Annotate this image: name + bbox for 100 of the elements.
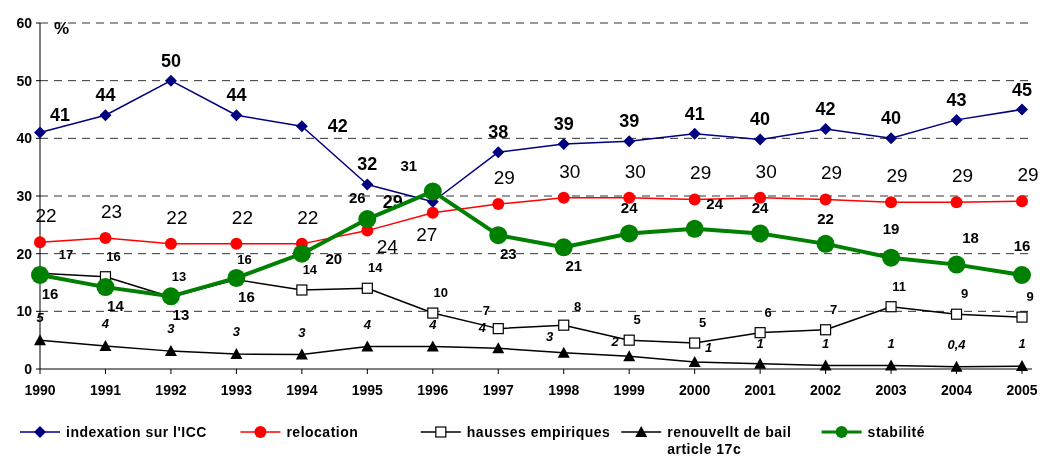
data-label: 23 bbox=[499, 245, 517, 263]
data-label: 30 bbox=[624, 160, 646, 182]
data-label: 10 bbox=[433, 285, 449, 301]
x-tick-label: 2001 bbox=[744, 382, 776, 398]
point bbox=[623, 334, 635, 346]
point bbox=[882, 248, 901, 267]
data-label: 41 bbox=[684, 103, 705, 124]
x-tick-label: 2002 bbox=[810, 382, 842, 398]
point bbox=[492, 342, 505, 354]
y-tick-label: 40 bbox=[16, 130, 33, 147]
point bbox=[623, 350, 636, 362]
data-label: 44 bbox=[95, 85, 116, 106]
point bbox=[685, 219, 704, 238]
point bbox=[816, 234, 835, 253]
data-label: 5 bbox=[699, 315, 707, 331]
y-tick-label: 20 bbox=[16, 245, 33, 262]
x-tick-label: 2000 bbox=[679, 382, 711, 398]
point bbox=[623, 191, 636, 204]
x-tick-label: 1990 bbox=[24, 382, 56, 398]
data-label: 29 bbox=[821, 162, 843, 184]
legend-label: indexation sur l'ICC bbox=[66, 423, 207, 440]
point bbox=[492, 146, 505, 159]
data-label: 1 bbox=[705, 340, 713, 356]
data-label: 21 bbox=[565, 257, 583, 275]
data-label: 29 bbox=[951, 165, 974, 187]
point bbox=[164, 345, 177, 357]
data-label: 5 bbox=[633, 312, 641, 328]
point bbox=[1013, 266, 1031, 284]
data-label: 4 bbox=[428, 316, 438, 332]
data-label: 3 bbox=[167, 321, 176, 337]
data-label: 4 bbox=[100, 315, 110, 331]
data-label: 1 bbox=[1018, 336, 1026, 352]
point bbox=[34, 334, 46, 346]
data-label: 6 bbox=[764, 304, 772, 320]
x-tick-label: 1993 bbox=[220, 382, 253, 398]
data-label: 41 bbox=[49, 104, 71, 125]
x-tick-label: 2005 bbox=[1006, 382, 1038, 398]
data-label: 17 bbox=[58, 247, 74, 263]
point bbox=[950, 308, 963, 320]
data-label: 3 bbox=[546, 328, 555, 344]
data-label: 7 bbox=[829, 301, 838, 317]
point bbox=[950, 196, 963, 209]
data-label: 30 bbox=[755, 160, 777, 182]
point bbox=[423, 182, 442, 201]
data-label: 32 bbox=[357, 154, 378, 175]
point bbox=[427, 307, 439, 319]
legend-label: relocation bbox=[286, 423, 359, 440]
point bbox=[426, 340, 439, 352]
legend-label: renouvellt de bail article 17c bbox=[667, 423, 792, 457]
data-label: 20 bbox=[325, 249, 343, 267]
point bbox=[557, 138, 570, 151]
point bbox=[161, 287, 180, 306]
point bbox=[492, 323, 504, 335]
data-label: 16 bbox=[238, 287, 255, 305]
point bbox=[230, 237, 243, 250]
point bbox=[754, 191, 767, 204]
point bbox=[558, 319, 570, 331]
point bbox=[950, 360, 963, 372]
point bbox=[164, 74, 177, 87]
data-label: 50 bbox=[160, 50, 181, 71]
point bbox=[361, 178, 374, 191]
data-label: 9 bbox=[1026, 289, 1034, 305]
data-label: 13 bbox=[171, 268, 187, 284]
data-label: 16 bbox=[41, 285, 59, 302]
data-label: 29 bbox=[1017, 164, 1039, 186]
point bbox=[296, 284, 308, 296]
data-label: 29 bbox=[493, 167, 515, 189]
data-label: 22 bbox=[35, 205, 57, 227]
point bbox=[885, 196, 898, 209]
data-label: 16 bbox=[237, 251, 252, 267]
point bbox=[688, 356, 701, 368]
data-label: 8 bbox=[574, 299, 582, 315]
data-label: 23 bbox=[100, 201, 123, 223]
point bbox=[754, 327, 766, 339]
point bbox=[885, 301, 897, 313]
data-label: 7 bbox=[482, 302, 490, 318]
data-label: 13 bbox=[172, 306, 190, 324]
x-tick-label: 1991 bbox=[89, 382, 122, 398]
data-label: 29 bbox=[690, 162, 712, 184]
legend-label: hausses empiriques bbox=[466, 423, 611, 440]
point bbox=[557, 346, 570, 358]
data-label: 0,4 bbox=[947, 336, 967, 352]
x-tick-label: 1992 bbox=[155, 382, 187, 398]
data-label: 14 bbox=[302, 262, 318, 277]
y-axis-title: % bbox=[54, 19, 70, 38]
data-label: 14 bbox=[107, 297, 125, 315]
point bbox=[947, 255, 966, 274]
y-tick-label: 0 bbox=[24, 360, 33, 377]
point bbox=[96, 278, 115, 297]
point bbox=[754, 357, 767, 369]
point bbox=[492, 198, 505, 211]
data-label: 14 bbox=[368, 260, 384, 276]
point bbox=[31, 266, 49, 284]
legend-label: stabilité bbox=[867, 423, 926, 440]
data-label: 45 bbox=[1011, 79, 1033, 100]
point bbox=[34, 236, 46, 249]
point bbox=[361, 340, 374, 352]
x-tick-label: 1994 bbox=[286, 382, 318, 398]
data-label: 42 bbox=[327, 116, 348, 137]
point bbox=[885, 132, 898, 145]
